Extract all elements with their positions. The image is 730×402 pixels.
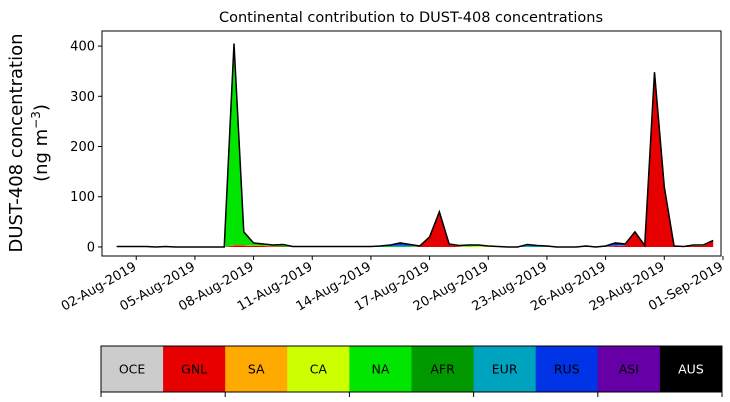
area-asi — [116, 43, 714, 247]
legend-swatch-na — [349, 346, 412, 392]
legend-label-afr: AFR — [430, 362, 455, 377]
legend-swatch-sa — [225, 346, 288, 392]
y-axis-label-unit: (ng m — [31, 129, 52, 182]
legend: OCE GNL SA CA NA AFR EUR RUS ASI AUS — [100, 345, 723, 397]
area-eur — [116, 43, 714, 247]
legend-label-oce: OCE — [119, 362, 146, 377]
legend-swatch-afr — [411, 346, 475, 392]
legend-swatch-rus — [535, 346, 599, 392]
legend-swatch-gnl — [163, 346, 226, 392]
y-tick-label: 400 — [70, 40, 95, 55]
legend-swatch-ca — [287, 346, 350, 392]
y-axis-label-exponent: −3 — [29, 111, 43, 129]
y-axis-label: DUST-408 concentration (ng m−3) — [6, 33, 52, 252]
y-tick-label: 200 — [70, 140, 95, 155]
legend-label-asi: ASI — [619, 362, 639, 377]
area-na — [116, 44, 714, 247]
legend-label-na: NA — [371, 362, 389, 377]
y-tick-label: 0 — [87, 240, 95, 255]
legend-frame — [100, 345, 723, 393]
legend-swatch-asi — [597, 346, 661, 392]
y-tick-label: 300 — [70, 90, 95, 105]
legend-label-ca: CA — [310, 362, 328, 377]
x-axis: 02-Aug-201905-Aug-201908-Aug-201911-Aug-… — [59, 256, 726, 315]
area-ca — [116, 72, 714, 247]
y-axis-label-line1: DUST-408 concentration — [6, 33, 27, 252]
y-axis: 0 100 200 300 400 — [70, 40, 102, 255]
legend-label-sa: SA — [248, 362, 265, 377]
y-axis-label-line2: (ng m−3) — [29, 104, 52, 182]
area-gnl — [116, 72, 714, 247]
legend-label-gnl: GNL — [181, 362, 207, 377]
area-afr — [116, 43, 714, 247]
legend-label-eur: EUR — [492, 362, 518, 377]
area-rus — [116, 43, 714, 247]
legend-swatch-oce — [101, 346, 164, 392]
area-sa — [116, 72, 714, 247]
plot-frame — [101, 30, 722, 257]
legend-swatch-eur — [473, 346, 537, 392]
total-outline — [116, 43, 714, 248]
chart-title: Continental contribution to DUST-408 con… — [219, 10, 603, 26]
legend-swatch-aus — [659, 346, 723, 392]
y-axis-label-close: ) — [31, 104, 52, 111]
y-tick-label: 100 — [70, 190, 95, 205]
legend-label-aus: AUS — [678, 362, 704, 377]
legend-label-rus: RUS — [554, 362, 580, 377]
stacked-areas — [116, 43, 714, 248]
